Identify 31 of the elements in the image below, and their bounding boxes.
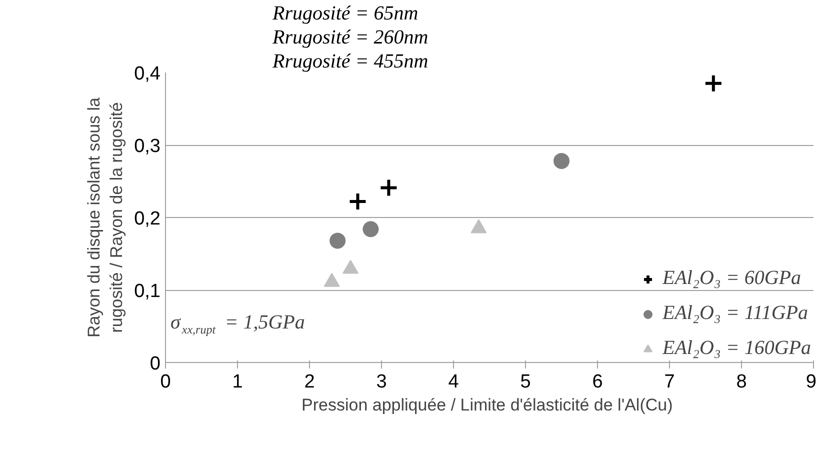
y-tick-label: 0,1: [134, 281, 161, 302]
y-tick-label: 0,3: [134, 136, 161, 157]
point: [470, 219, 487, 234]
y-tick-label: 0,4: [134, 64, 161, 84]
legend-label: EAl₂O₃ = 60GPa: [662, 267, 801, 290]
point: [324, 272, 340, 287]
x-tick-label: 4: [448, 372, 460, 392]
x-tick-label: 9: [806, 372, 816, 392]
point: [342, 260, 359, 274]
x-tick-label: 2: [304, 372, 315, 392]
point: [379, 178, 398, 198]
y-tick-label: 0: [150, 354, 161, 374]
x-tick-label: 8: [736, 372, 747, 392]
legend-label: EAl₂O₃ = 111GPa: [662, 302, 808, 325]
x-axis-title: Pression appliquée / Limite d'élasticité de l'Al(Cu): [302, 396, 673, 414]
point: [362, 221, 379, 238]
x-tick-label: 6: [592, 372, 603, 392]
x-tick-label: 5: [520, 372, 531, 392]
x-tick-label: 3: [376, 372, 387, 392]
y-axis-title: Rayon du disque isolant sous la rugosité / Rayon de la rugosité: [84, 96, 126, 338]
x-tick-label: 1: [232, 372, 243, 392]
text: Rrugosité = 65nm: [272, 2, 418, 24]
point: [330, 232, 346, 249]
text: Rrugosité = 260nm: [272, 26, 428, 48]
point: [348, 192, 368, 212]
point: [554, 152, 570, 169]
point: [704, 74, 723, 93]
y-tick-label: 0,2: [134, 208, 161, 230]
x-tick-label: 7: [664, 372, 675, 392]
legend-label: EAl₂O₃ = 160GPa: [662, 337, 811, 360]
text: Rrugosité = 455nm: [272, 50, 428, 72]
